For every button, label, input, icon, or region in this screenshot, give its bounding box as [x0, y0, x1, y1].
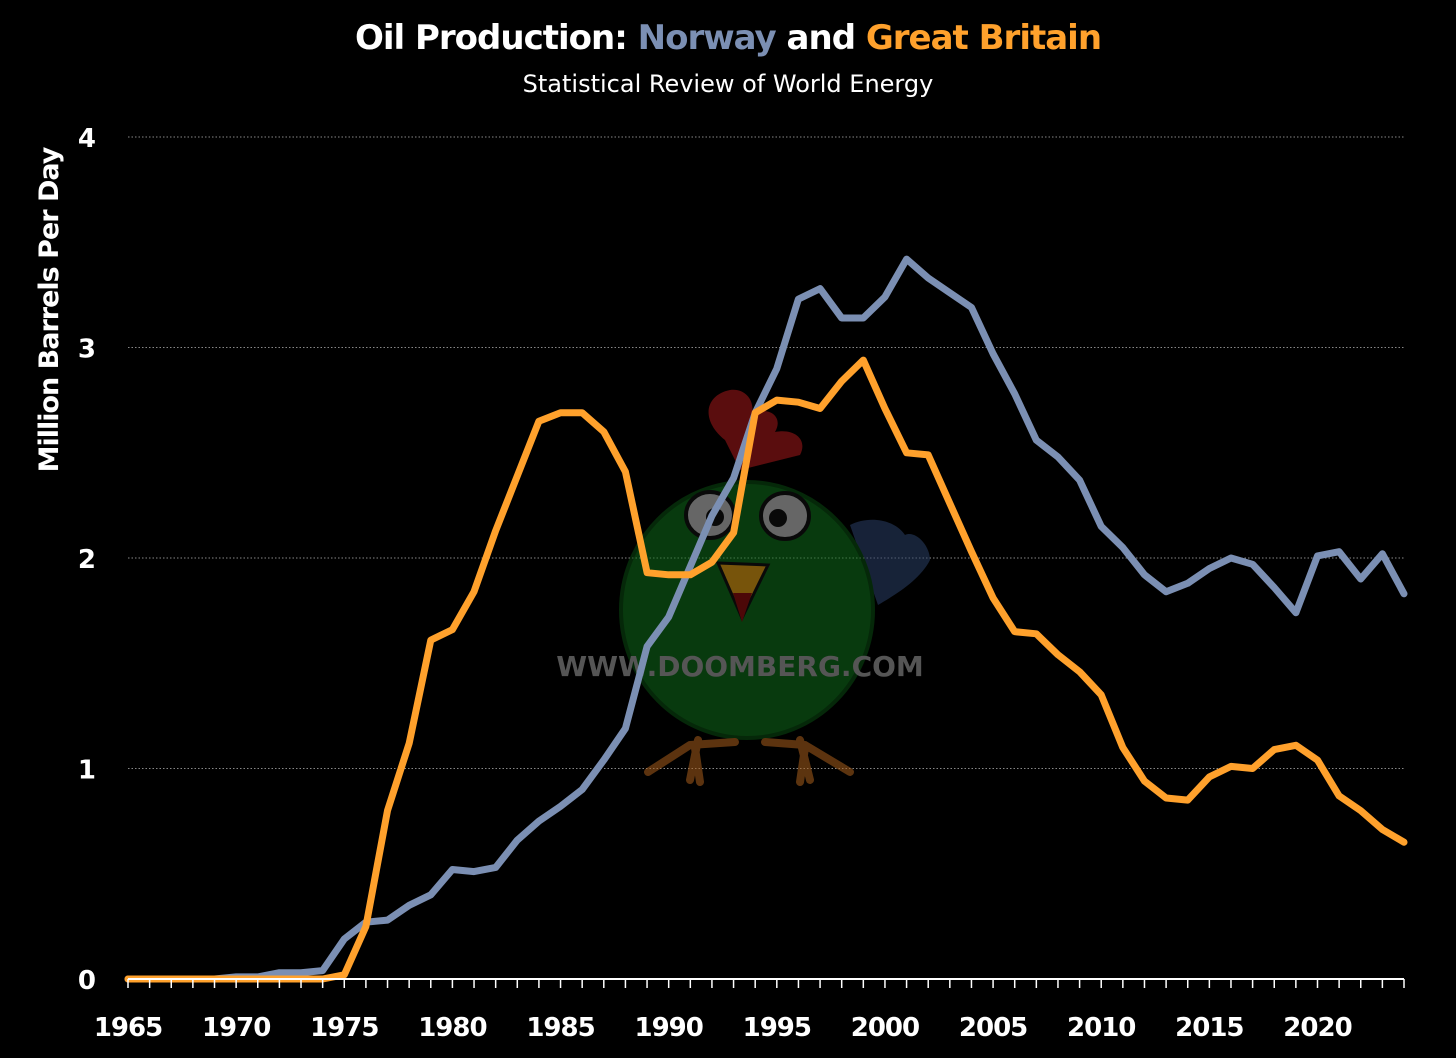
chart-title: Oil Production: Norway and Great Britain [0, 18, 1456, 58]
x-tick-label-2000: 2000 [851, 1013, 919, 1043]
y-axis-label: Million Barrels Per Day [34, 146, 65, 472]
y-tick-label-3: 3 [78, 335, 95, 365]
series-line-norway [124, 255, 1408, 983]
x-tick-label-1970: 1970 [202, 1013, 270, 1043]
chicken-mascot-icon [619, 389, 930, 786]
x-tick-label-2015: 2015 [1175, 1013, 1243, 1043]
axes: 0 1 2 3 4 1965 1970 1975 1980 1985 1990 1995 2000 200… [78, 124, 1405, 1043]
x-tick-label-1985: 1985 [526, 1013, 594, 1043]
title-britain: Great Britain [865, 18, 1102, 58]
title-norway: Norway [637, 18, 777, 58]
x-tick-label-1965: 1965 [94, 1013, 162, 1043]
series-line-great-britain [124, 356, 1408, 983]
y-tick-label-4: 4 [78, 124, 95, 154]
series-lines [124, 255, 1408, 983]
x-tick-label-2020: 2020 [1283, 1013, 1351, 1043]
x-tick-label-1975: 1975 [310, 1013, 378, 1043]
title-prefix: Oil Production: [354, 18, 638, 58]
x-tick-label-2005: 2005 [959, 1013, 1027, 1043]
x-tick-label-1995: 1995 [743, 1013, 811, 1043]
x-tick-label-1980: 1980 [418, 1013, 486, 1043]
chart-subtitle: Statistical Review of World Energy [522, 70, 934, 98]
x-tick-label-1990: 1990 [634, 1013, 702, 1043]
title-mid: and [775, 18, 866, 58]
y-tick-label-0: 0 [78, 966, 95, 996]
y-tick-label-1: 1 [78, 756, 95, 786]
watermark-text: WWW.DOOMBERG.COM [556, 650, 924, 683]
x-tick-label-2010: 2010 [1067, 1013, 1135, 1043]
y-tick-label-2: 2 [78, 545, 95, 575]
